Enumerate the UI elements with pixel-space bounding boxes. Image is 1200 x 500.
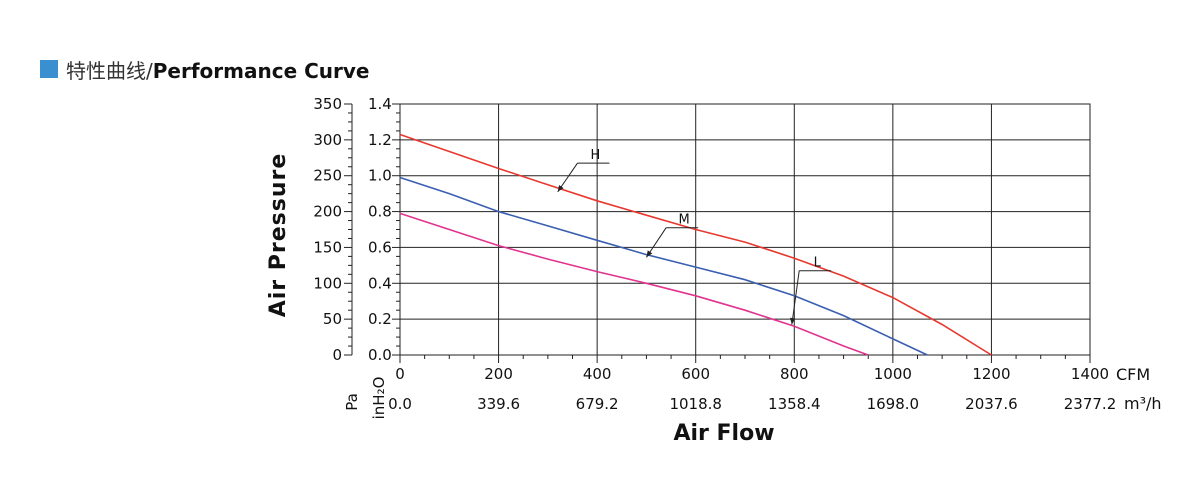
section-title: 特性曲线/Performance Curve	[66, 55, 369, 84]
callout-leader-L	[791, 270, 800, 325]
y-unit-pa: Pa	[343, 393, 361, 411]
y-tick-label-inh2o: 1.0	[368, 167, 392, 185]
y-tick-label-inh2o: 1.2	[368, 131, 392, 149]
x-tick-label-secondary: 2377.2	[1064, 395, 1117, 413]
y-unit-inh2o: inH₂O	[370, 377, 388, 420]
chart-grid	[344, 103, 1091, 363]
x-tick-label-secondary: 0.0	[388, 395, 412, 413]
callout-arrow-M	[646, 250, 653, 258]
x-unit-cfm: CFM	[1116, 365, 1150, 384]
y-tick-label-inh2o: 0.8	[368, 203, 392, 221]
x-tick-label-secondary: 1358.4	[768, 395, 821, 413]
x-tick-label: 400	[583, 365, 612, 383]
series-line-L	[399, 212, 869, 356]
y-tick-label-inh2o: 0.2	[368, 310, 392, 328]
y-tick-label-pa: 350	[313, 95, 342, 113]
x-axis-label: Air Flow	[673, 421, 774, 446]
plot-frame	[399, 103, 1091, 356]
x-tick-label: 1400	[1071, 365, 1109, 383]
header-square-icon	[40, 60, 58, 78]
y-tick-label-pa: 50	[323, 310, 342, 328]
y-tick-label-pa: 0	[332, 346, 342, 364]
chart-labels: 00.0200339.6400679.26001018.88001358.410…	[313, 95, 1116, 413]
y-tick-label-inh2o: 0.0	[368, 346, 392, 364]
series-label-M: M	[679, 213, 690, 228]
x-tick-label: 0	[395, 365, 405, 383]
title-english: Performance Curve	[152, 58, 370, 83]
x-tick-label-secondary: 2037.6	[965, 395, 1018, 413]
x-tick-label: 600	[681, 365, 710, 383]
callout-arrow-L	[790, 317, 796, 325]
title-chinese: 特性曲线/	[66, 58, 153, 83]
y-tick-label-pa: 250	[313, 167, 342, 185]
series-line-H	[399, 133, 992, 356]
section-header: 特性曲线/Performance Curve	[40, 55, 369, 84]
x-tick-label-secondary: 679.2	[576, 395, 619, 413]
y-tick-label-pa: 300	[313, 131, 342, 149]
y-tick-label-pa: 200	[313, 203, 342, 221]
y-tick-label-inh2o: 0.4	[368, 274, 392, 292]
y-axis-label: Air Pressure	[266, 153, 291, 318]
callout-arrow-H	[557, 185, 564, 192]
x-unit-m3h: m³/h	[1124, 394, 1162, 413]
x-tick-label: 1200	[972, 365, 1010, 383]
series-label-H: H	[591, 148, 601, 163]
series-label-L: L	[814, 256, 822, 271]
x-tick-label-secondary: 339.6	[477, 395, 520, 413]
y-tick-label-pa: 100	[313, 274, 342, 292]
y-tick-label-inh2o: 1.4	[368, 95, 392, 113]
x-tick-label: 200	[484, 365, 513, 383]
series-line-M	[399, 176, 928, 356]
x-tick-label: 800	[780, 365, 809, 383]
x-tick-label-secondary: 1018.8	[669, 395, 722, 413]
chart-series	[399, 133, 992, 356]
y-tick-label-pa: 150	[313, 238, 342, 256]
x-tick-label-secondary: 1698.0	[867, 395, 920, 413]
y-tick-label-inh2o: 0.6	[368, 238, 392, 256]
x-tick-label: 1000	[874, 365, 912, 383]
